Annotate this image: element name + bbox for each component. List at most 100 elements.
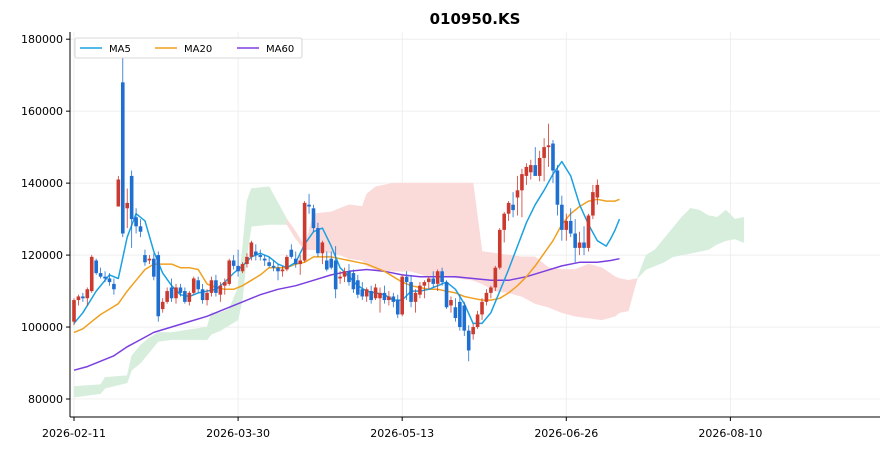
candle (511, 192, 515, 218)
cloud-segment (251, 186, 270, 227)
candle-body (329, 258, 334, 268)
candle (125, 188, 130, 229)
candle (515, 175, 520, 216)
candle (409, 274, 413, 308)
candle (555, 165, 560, 216)
candle (591, 184, 595, 220)
candle (165, 287, 169, 304)
candle-body (240, 264, 245, 272)
candle (320, 240, 325, 265)
candle (271, 260, 276, 272)
candle (391, 292, 396, 308)
candle-body (444, 282, 449, 308)
candle-body (245, 256, 249, 265)
candle-body (138, 226, 143, 232)
candle-body (560, 204, 564, 230)
candle-body (143, 255, 147, 263)
cloud-segment (645, 249, 656, 270)
cloud-segment (734, 216, 744, 243)
cloud-segment (131, 344, 141, 371)
candle-body (94, 260, 98, 274)
candle-body (573, 233, 577, 248)
candle (338, 271, 342, 284)
candle-body (338, 276, 342, 279)
candle-body (311, 208, 316, 229)
candle-body (364, 289, 369, 297)
candle-body (497, 229, 502, 268)
candle-body (231, 260, 236, 266)
candle (134, 208, 138, 234)
cloud-segment (548, 267, 563, 314)
candle-body (152, 258, 156, 277)
candle-body (320, 242, 325, 254)
candle (546, 123, 551, 167)
candle (440, 267, 444, 286)
candle (285, 255, 289, 272)
cloud-segment (561, 269, 576, 317)
candle (307, 193, 311, 214)
candle-body (236, 265, 240, 272)
candle-body (524, 166, 529, 176)
candle-body (222, 282, 227, 286)
candle-body (369, 291, 373, 301)
candle (276, 264, 280, 281)
candle (435, 269, 440, 292)
candle-body (471, 327, 475, 335)
cloud-segment (100, 376, 106, 395)
candle (200, 283, 205, 304)
candle (480, 298, 484, 320)
cloud-segment (237, 247, 243, 320)
candle (205, 289, 209, 306)
candle (529, 159, 533, 180)
legend: MA5 MA20 MA60 (74, 37, 303, 59)
candle-body (382, 292, 387, 301)
candle (360, 282, 365, 301)
candle (298, 255, 302, 275)
cloud-segment (574, 263, 589, 319)
candle (356, 274, 360, 299)
candle (449, 296, 453, 313)
candle-body (262, 258, 267, 261)
candle (333, 246, 338, 299)
candle-body (302, 202, 307, 261)
candle (364, 287, 369, 302)
candle-body (214, 280, 218, 293)
candle (568, 208, 573, 238)
candle (387, 291, 391, 306)
candle-body (187, 292, 192, 302)
cloud-segment (428, 182, 447, 277)
candle (112, 278, 116, 295)
candle-body (169, 287, 174, 299)
candle (502, 211, 506, 243)
cloud-segment (707, 215, 718, 251)
candle-body (458, 301, 462, 328)
candle-body (324, 260, 329, 270)
candle (582, 226, 586, 256)
candle (191, 276, 196, 295)
candle (231, 255, 236, 270)
cloud-segment (534, 256, 549, 308)
candle-body (515, 190, 520, 198)
candle (218, 282, 223, 302)
candle-body (271, 265, 276, 268)
candle-body (293, 258, 298, 265)
candle-body (89, 256, 94, 292)
candle (152, 253, 156, 281)
cloud-segment (508, 254, 523, 297)
candle (147, 255, 152, 265)
candle (293, 251, 298, 268)
cloud-segment (366, 186, 376, 270)
y-tick-label: 160000 (21, 105, 63, 118)
candle-body (395, 300, 400, 315)
candle-body (285, 256, 289, 270)
cloud-segment (140, 337, 150, 364)
cloud-segment (268, 186, 288, 225)
candle-body (316, 228, 320, 254)
candle-body (356, 280, 360, 295)
cloud-segment (521, 256, 536, 305)
x-tick-label: 2026-05-13 (370, 427, 434, 440)
candle (418, 282, 422, 299)
candle-body (76, 296, 81, 301)
candle (462, 301, 467, 337)
candle-body (400, 276, 404, 315)
